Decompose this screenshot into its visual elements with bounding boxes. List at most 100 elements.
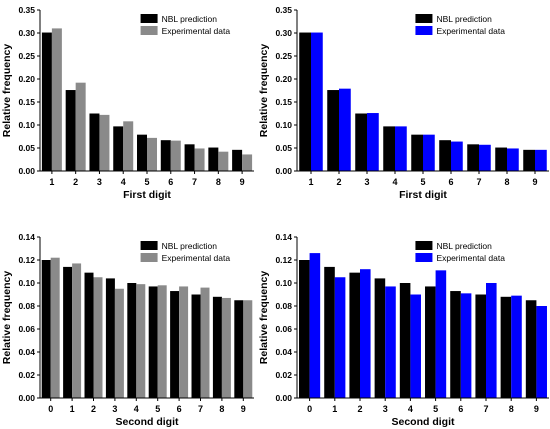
chart-3: 0 1 2 3 4 5 6 7 8 9 0.00 0.02 0.04 0.06 0.08 0.10 0.12 0.…	[1, 232, 254, 428]
y-tick-label: 0.05	[275, 143, 292, 153]
bar-experimental-8	[507, 148, 519, 171]
bar-prediction-8	[208, 147, 219, 171]
x-tick-label: 8	[216, 177, 221, 187]
y-tick-label: 0.30	[18, 28, 35, 38]
bar-experimental-7	[194, 148, 205, 171]
legend-label-prediction: NBL prediction	[436, 241, 492, 251]
y-tick-label: 0.15	[275, 97, 292, 107]
bar-experimental-3	[114, 288, 124, 398]
y-axis-label: Relative frequency	[1, 44, 13, 138]
y-tick-label: 0.25	[275, 51, 292, 61]
x-tick-label: 4	[408, 404, 413, 414]
bar-experimental-1	[334, 277, 346, 398]
bar-prediction-6	[450, 291, 461, 398]
x-tick-label: 0	[307, 404, 312, 414]
y-tick-label: 0.10	[275, 278, 292, 288]
bar-prediction-9	[234, 300, 244, 398]
x-tick-label: 9	[534, 404, 539, 414]
bar-prediction-2	[84, 272, 94, 398]
x-tick-label: 5	[433, 404, 438, 414]
x-tick-label: 9	[241, 404, 246, 414]
y-axis-label: Relative frequency	[1, 271, 13, 365]
x-tick-label: 1	[332, 404, 337, 414]
bar-experimental-1	[72, 263, 82, 398]
bar-prediction-7	[191, 294, 201, 398]
x-tick-label: 2	[336, 177, 341, 187]
bar-prediction-4	[383, 126, 395, 171]
bar-experimental-2	[360, 269, 371, 398]
y-tick-label: 0.10	[18, 278, 35, 288]
y-tick-label: 0.10	[275, 120, 292, 130]
x-tick-label: 9	[532, 177, 537, 187]
bar-prediction-7	[475, 294, 486, 398]
y-tick-label: 0.20	[275, 74, 292, 84]
y-tick-label: 0.14	[275, 232, 292, 242]
bar-prediction-7	[467, 144, 479, 171]
x-tick-label: 6	[458, 404, 463, 414]
x-tick-label: 3	[97, 177, 102, 187]
x-axis-label: Second digit	[392, 416, 456, 428]
bar-experimental-2	[93, 277, 103, 398]
x-tick-label: 8	[509, 404, 514, 414]
bar-experimental-9	[242, 154, 253, 171]
x-tick-label: 2	[357, 404, 362, 414]
bar-prediction-2	[65, 90, 76, 171]
chart-2: 1 2 3 4 5 6 7 8 9 0.00 0.05 0.10 0.15 0.20 0.25 0.30 0.3…	[258, 5, 549, 201]
bar-prediction-5	[411, 134, 423, 171]
bar-prediction-5	[425, 286, 436, 398]
y-tick-label: 0.06	[18, 324, 35, 334]
bar-prediction-0	[299, 260, 310, 398]
bar-prediction-2	[349, 272, 360, 398]
bar-experimental-4	[136, 284, 146, 398]
legend-swatch-prediction	[415, 241, 433, 250]
bar-prediction-3	[355, 113, 367, 171]
bar-experimental-5	[147, 137, 157, 171]
bar-experimental-3	[99, 114, 110, 171]
x-tick-label: 9	[240, 177, 245, 187]
bar-experimental-8	[218, 151, 229, 171]
x-tick-label: 2	[91, 404, 96, 414]
bar-experimental-3	[367, 113, 379, 171]
bar-prediction-1	[324, 266, 335, 398]
x-tick-label: 6	[448, 177, 453, 187]
y-tick-label: 0.12	[18, 255, 35, 265]
bar-experimental-9	[243, 300, 253, 398]
x-tick-label: 5	[144, 177, 149, 187]
bar-experimental-6	[451, 141, 463, 171]
legend-swatch-experimental	[140, 26, 158, 35]
x-tick-label: 3	[364, 177, 369, 187]
bar-prediction-6	[170, 291, 180, 398]
x-tick-label: 7	[483, 404, 488, 414]
x-tick-label: 4	[134, 404, 139, 414]
x-tick-label: 7	[192, 177, 197, 187]
y-tick-label: 0.02	[18, 370, 35, 380]
bar-prediction-1	[299, 32, 311, 171]
chart-4: 0 1 2 3 4 5 6 7 8 9 0.00 0.02 0.04 0.06 0.08 0.10 0.12 0.…	[258, 232, 549, 428]
y-tick-label: 0.04	[18, 347, 35, 357]
bar-experimental-1	[51, 28, 62, 172]
bar-experimental-8	[221, 297, 231, 398]
y-tick-label: 0.05	[18, 143, 35, 153]
x-tick-label: 1	[308, 177, 313, 187]
y-tick-label: 0.20	[18, 74, 35, 84]
bar-prediction-6	[439, 140, 451, 171]
legend-label-prediction: NBL prediction	[162, 14, 218, 24]
bar-experimental-4	[123, 121, 134, 171]
bar-experimental-7	[479, 144, 491, 171]
bar-experimental-8	[511, 295, 522, 398]
bar-prediction-4	[399, 283, 411, 398]
y-axis-label: Relative frequency	[258, 271, 270, 365]
y-axis-label: Relative frequency	[258, 44, 270, 138]
y-tick-label: 0.04	[275, 347, 292, 357]
bar-prediction-8	[495, 147, 507, 171]
bar-experimental-7	[200, 287, 210, 398]
legend-swatch-prediction	[140, 241, 158, 250]
bar-prediction-4	[127, 283, 137, 398]
bar-prediction-3	[105, 278, 115, 398]
y-tick-label: 0.35	[18, 5, 35, 15]
x-tick-label: 1	[49, 177, 54, 187]
legend-label-experimental: Experimental data	[162, 253, 231, 263]
bar-prediction-0	[41, 260, 51, 398]
y-tick-label: 0.10	[18, 120, 35, 130]
